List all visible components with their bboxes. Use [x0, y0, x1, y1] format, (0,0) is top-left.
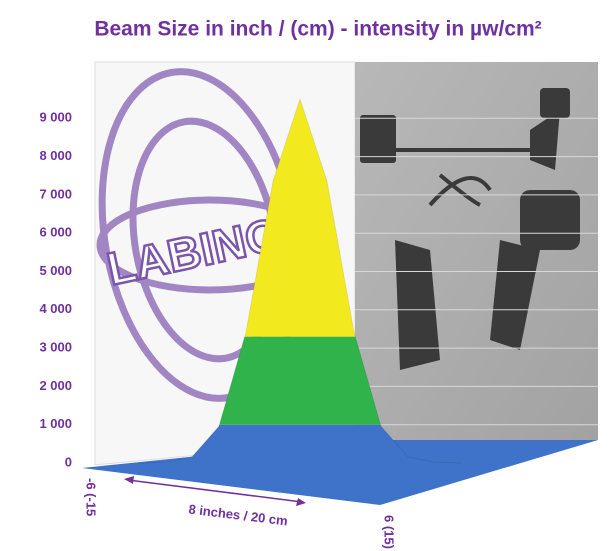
surface-band: [138, 424, 462, 463]
annotation-arrow: [127, 479, 303, 503]
surface-band: [219, 336, 381, 425]
y-tick-label: 7 000: [39, 186, 72, 201]
y-tick-label: 3 000: [39, 340, 72, 355]
y-tick-label: 8 000: [39, 148, 72, 163]
y-tick-label: 5 000: [39, 263, 72, 278]
y-tick-label: 4 000: [39, 301, 72, 316]
annotation: 8 inches / 20 cm: [188, 501, 289, 528]
x-tick-label: 6 (15): [382, 515, 397, 549]
surface-band: [244, 99, 356, 337]
y-tick-label: 1 000: [39, 416, 72, 431]
y-tick-label: 2 000: [39, 378, 72, 393]
y-tick-label: 6 000: [39, 225, 72, 240]
surface-profile: [137, 97, 463, 464]
y-tick-label: 9 000: [39, 110, 72, 125]
arrow-head: [124, 476, 134, 484]
arrow-head: [296, 498, 306, 506]
photo-objects: [360, 88, 580, 370]
y-tick-label: 0: [65, 454, 72, 469]
x-tick-label: -6 (-15: [84, 478, 99, 516]
chart-title: Beam Size in inch / (cm) - intensity in …: [94, 18, 541, 41]
